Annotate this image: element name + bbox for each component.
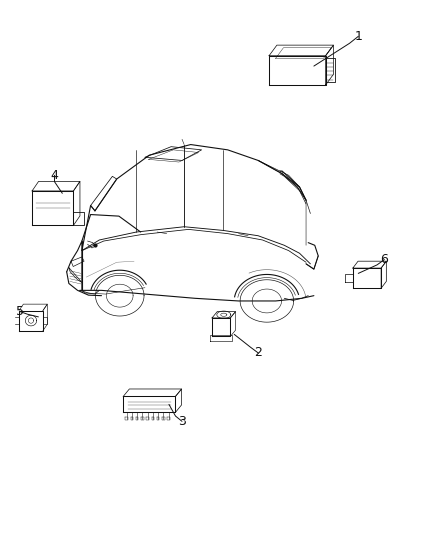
Text: 2: 2 bbox=[254, 346, 262, 359]
Text: 4: 4 bbox=[50, 169, 58, 182]
Text: 1: 1 bbox=[354, 30, 362, 43]
Text: 5: 5 bbox=[16, 305, 24, 318]
Text: 6: 6 bbox=[381, 253, 389, 266]
Text: 3: 3 bbox=[178, 415, 186, 428]
